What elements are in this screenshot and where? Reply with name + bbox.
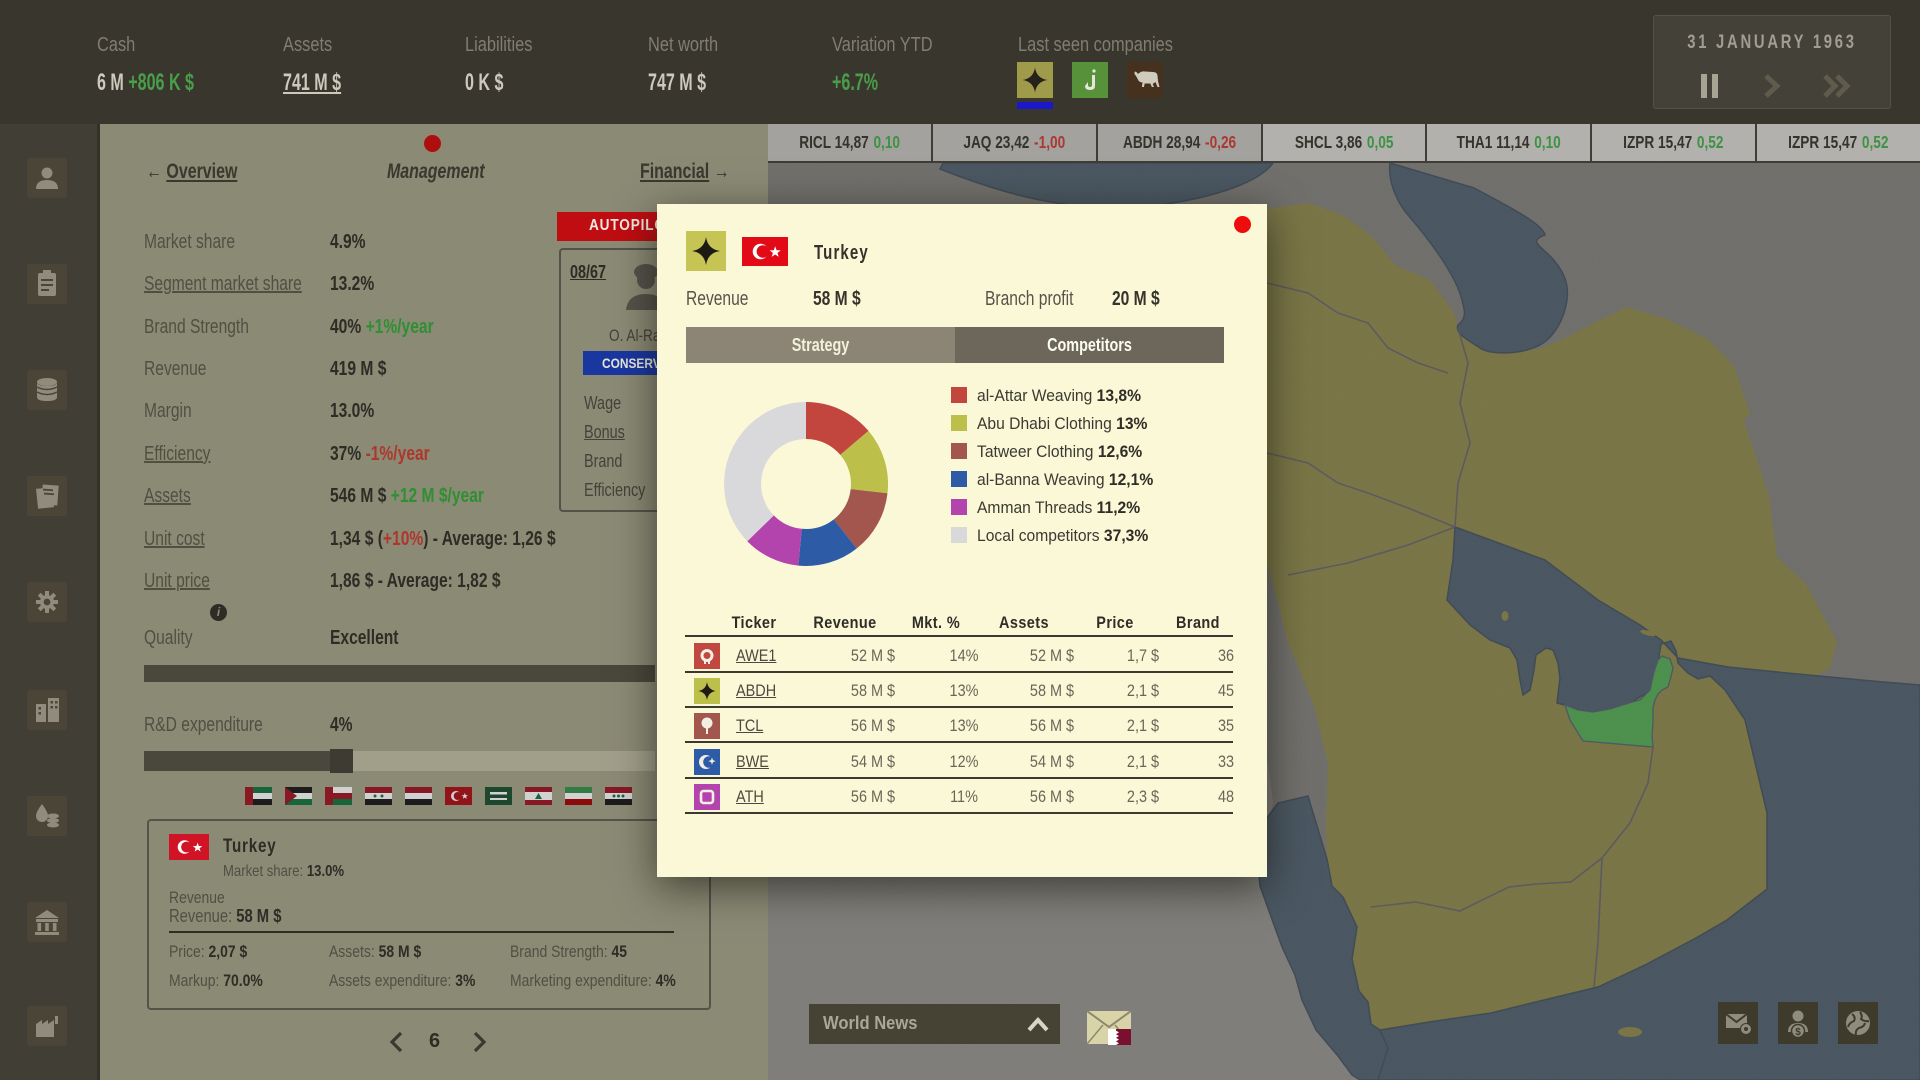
svg-text:$: $ <box>1795 1027 1801 1038</box>
